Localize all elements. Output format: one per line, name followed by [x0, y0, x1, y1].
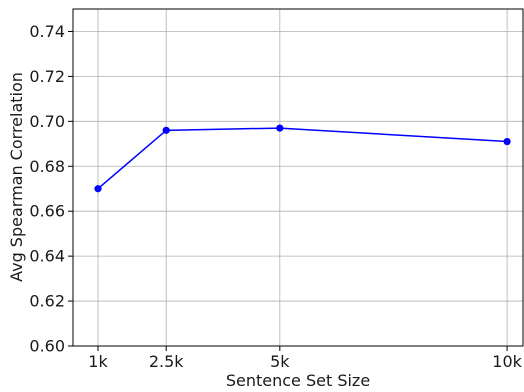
y-tick-label: 0.62: [29, 292, 65, 311]
x-axis-title: Sentence Set Size: [226, 371, 370, 390]
y-tick-label: 0.60: [29, 337, 65, 356]
x-tick-label: 2.5k: [149, 352, 184, 371]
x-tick-label: 1k: [88, 352, 108, 371]
y-tick-label: 0.74: [29, 22, 65, 41]
y-axis-title: Avg Spearman Correlation: [7, 72, 26, 282]
y-tick-label: 0.64: [29, 247, 65, 266]
data-point: [276, 124, 284, 132]
data-point: [503, 137, 511, 146]
y-tick-label: 0.68: [29, 157, 65, 176]
x-tick-label: 5k: [270, 352, 290, 371]
x-tick-label: 10k: [492, 352, 522, 371]
y-tick-label: 0.72: [29, 67, 65, 86]
data-point: [94, 185, 102, 193]
data-point: [162, 126, 170, 134]
y-tick-label: 0.70: [29, 112, 65, 131]
y-tick-label: 0.66: [29, 202, 65, 221]
grid: [73, 9, 523, 347]
plot-frame: [72, 8, 524, 347]
series-layer: [94, 124, 511, 193]
axis-ticks: 0.60 0.62 0.64 0.66 0.68 0.70 0.72 0.74 1k 2.5k 5k…: [29, 22, 522, 371]
series-line: [97, 127, 508, 190]
